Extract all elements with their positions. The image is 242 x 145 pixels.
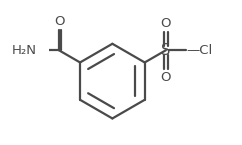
- Text: O: O: [161, 71, 171, 84]
- Text: O: O: [161, 17, 171, 30]
- Text: H₂N: H₂N: [12, 44, 37, 57]
- Text: S: S: [161, 43, 171, 58]
- Text: O: O: [55, 15, 65, 28]
- Text: —Cl: —Cl: [187, 44, 213, 57]
